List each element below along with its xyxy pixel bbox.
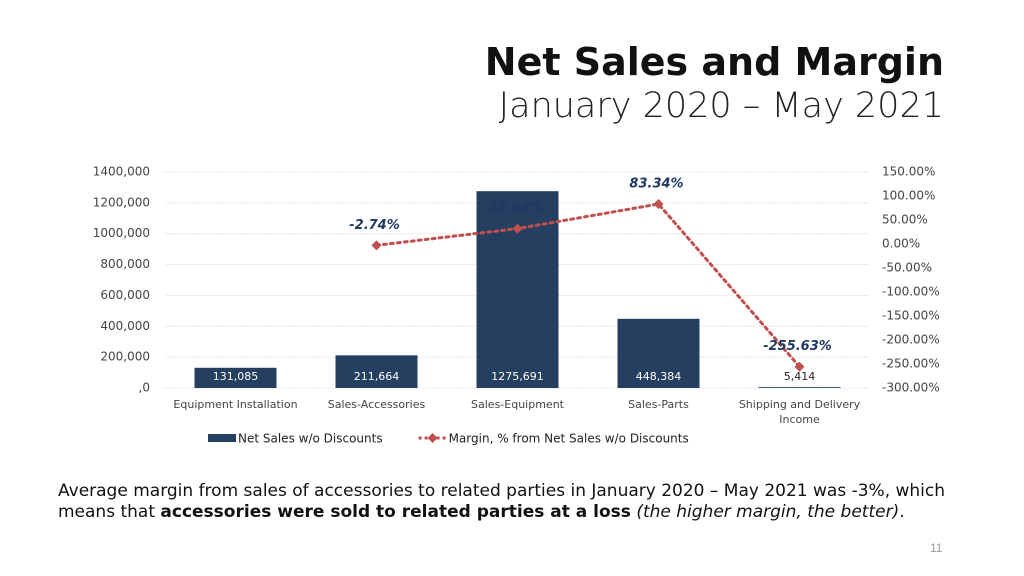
legend-label: Net Sales w/o Discounts [238, 432, 383, 446]
legend-marker [427, 433, 438, 443]
y-tick-label: 600,000 [100, 288, 150, 302]
slide-subtitle: January 2020 – May 2021 [498, 86, 944, 126]
legend-label: Margin, % from Net Sales w/o Discounts [449, 432, 689, 446]
x-tick-label-box: Equipment Installation [173, 398, 298, 411]
data-label: 83.34% [629, 176, 683, 191]
y-tick-label: 400,000 [100, 319, 150, 333]
bar [758, 387, 841, 388]
y-tick-label: ,0 [139, 381, 150, 395]
data-label: 5,414 [784, 370, 816, 383]
slide-title: Net Sales and Margin [484, 40, 944, 84]
y2-tick-label: -200.00% [882, 333, 940, 347]
data-label: 1275,691 [491, 370, 544, 383]
y2-tick-label: 100.00% [882, 189, 935, 203]
x-tick-label: Sales-Accessories [327, 398, 426, 411]
y2-tick-label: 0.00% [882, 237, 920, 251]
y2-tick-label: -300.00% [882, 381, 940, 395]
body-text: Average margin from sales of accessories… [58, 481, 978, 523]
x-tick-label: Shipping and Delivery Income [738, 398, 861, 426]
x-tick-label: Equipment Installation [173, 398, 298, 411]
y-tick-label: 800,000 [100, 257, 150, 271]
x-tick-label-box: Sales-Equipment [471, 398, 564, 411]
x-tick-label: Sales-Equipment [471, 398, 564, 411]
x-tick-label-box: Sales-Accessories [327, 398, 426, 411]
bar [335, 355, 418, 388]
legend-swatch [208, 434, 236, 442]
y2-tick-label: -250.00% [882, 357, 940, 371]
bar [476, 191, 559, 388]
x-tick-label: Sales-Parts [628, 398, 689, 411]
bar [194, 367, 277, 388]
marker [512, 223, 523, 234]
x-tick-label-box: Sales-Parts [628, 398, 689, 411]
marker [794, 361, 805, 372]
y2-tick-label: -50.00% [882, 261, 932, 275]
data-label: 448,384 [636, 370, 682, 383]
x-tick-label-box: Shipping and Delivery Income [738, 398, 861, 426]
italic-text: (the higher margin, the better) [636, 502, 900, 522]
y2-tick-label: 50.00% [882, 213, 928, 227]
chart: ,0 200,000 400,000 600,000 800,000 1000,000 12… [93, 165, 940, 446]
data-label: -255.63% [763, 339, 832, 354]
data-label: -2.74% [349, 218, 400, 233]
marker [371, 240, 382, 251]
marker [653, 198, 664, 209]
y2-tick-label: 150.00% [882, 165, 935, 179]
y2-tick-label: -150.00% [882, 309, 940, 323]
y-tick-label: 200,000 [100, 350, 150, 364]
page-number: 11 [930, 541, 943, 555]
y-tick-label: 1000,000 [93, 226, 150, 240]
text: Average margin from sales of accessories… [58, 481, 946, 522]
line [375, 202, 801, 369]
y2-tick-label: -100.00% [882, 285, 940, 299]
data-label: 211,664 [354, 370, 400, 383]
bold-text: accessories were sold to related parties… [160, 502, 631, 522]
data-label: 131,085 [213, 370, 259, 383]
text: . [899, 502, 905, 522]
bar [617, 318, 700, 388]
y-tick-label: 1400,000 [93, 165, 150, 179]
data-label: 32.08% [488, 201, 542, 216]
y-tick-label: 1200,000 [93, 195, 150, 209]
